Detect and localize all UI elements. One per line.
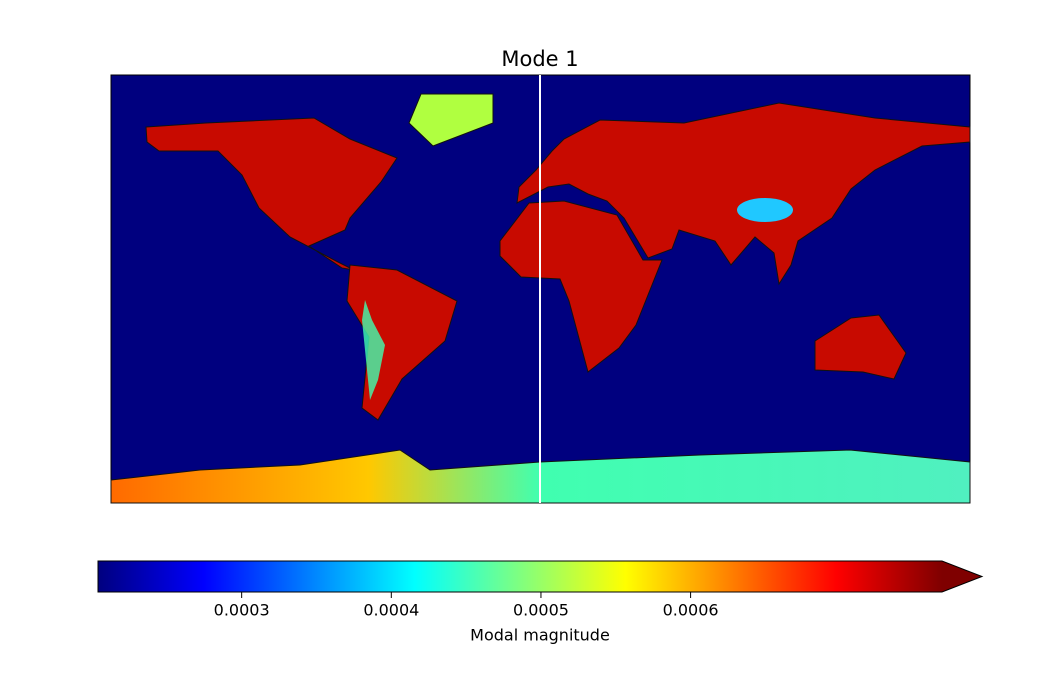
colorbar-tick-label: 0.0003 — [214, 601, 270, 620]
map-title: Mode 1 — [501, 47, 578, 71]
eurasia — [516, 102, 971, 286]
map — [110, 74, 971, 504]
colorbar-label: Modal magnitude — [470, 626, 610, 645]
colorbar: 0.0003 0.0004 0.0005 0.0006 — [97, 560, 984, 620]
colorbar-tick-label: 0.0005 — [513, 601, 569, 620]
colorbar-tick-label: 0.0006 — [663, 601, 719, 620]
colorbar-tick-label: 0.0004 — [363, 601, 419, 620]
australia — [814, 314, 907, 380]
colorbar-extend — [942, 561, 982, 592]
greenland — [408, 93, 494, 147]
colorbar-gradient — [98, 561, 942, 592]
tibet — [737, 198, 793, 222]
andes — [362, 300, 385, 400]
north-america — [145, 117, 398, 271]
colorbar-outline — [97, 560, 984, 593]
